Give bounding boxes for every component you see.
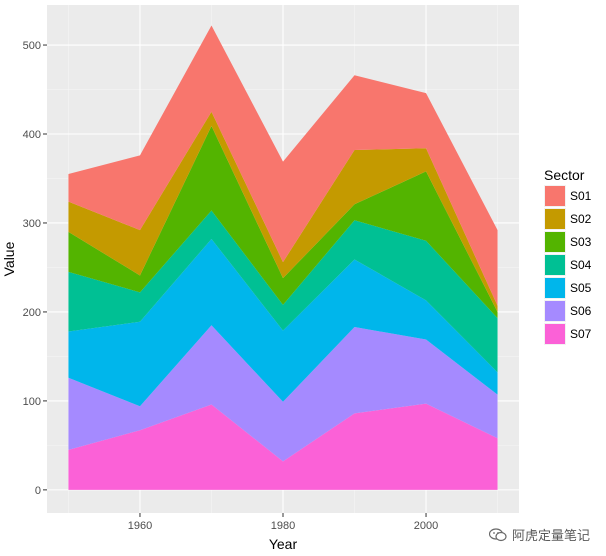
legend-label-s03: S03	[570, 235, 592, 249]
x-axis-ticks: 1960 1980 2000	[128, 513, 438, 532]
wechat-icon	[488, 527, 507, 541]
watermark: 阿虎定量笔记	[488, 525, 590, 544]
area-series-group	[68, 25, 498, 490]
area-series-s06	[68, 325, 498, 462]
legend-swatch-s05	[545, 278, 565, 298]
y-tick-label: 400	[23, 129, 41, 141]
legend-label-s02: S02	[570, 212, 592, 226]
legend-swatch-s06	[545, 301, 565, 321]
area-series-s02	[68, 111, 498, 312]
legend-label-s05: S05	[570, 281, 592, 295]
legend-swatch-s01	[545, 186, 565, 206]
legend-swatch-s04	[545, 255, 565, 275]
area-series-s04	[68, 210, 498, 373]
x-tick-label: 2000	[414, 520, 438, 532]
y-axis-title: Value	[1, 241, 17, 276]
x-axis-title: Year	[269, 536, 298, 552]
y-axis-ticks: 0 100 200 300 400 500	[23, 40, 47, 497]
y-tick-label: 100	[23, 396, 41, 408]
area-series-s01	[68, 25, 498, 306]
x-tick-label: 1960	[128, 520, 152, 532]
area-series-s05	[68, 238, 498, 407]
legend-label-s07: S07	[570, 327, 592, 341]
area-series-s07	[68, 403, 498, 490]
watermark-text: 阿虎定量笔记	[511, 529, 590, 544]
y-tick-label: 300	[23, 218, 41, 230]
area-series-s03	[68, 125, 498, 319]
y-tick-label: 200	[23, 307, 41, 319]
legend-label-s06: S06	[570, 304, 592, 318]
legend-swatch-s02	[545, 209, 565, 229]
legend-swatch-s03	[545, 232, 565, 252]
legend: Sector S01 S02 S03 S04 S05 S06 S07	[544, 167, 592, 345]
legend-label-s01: S01	[570, 189, 592, 203]
x-tick-label: 1980	[271, 520, 295, 532]
y-tick-label: 0	[35, 485, 41, 497]
legend-label-s04: S04	[570, 258, 592, 272]
legend-swatch-s07	[545, 324, 565, 344]
legend-title: Sector	[544, 167, 585, 183]
y-tick-label: 500	[23, 40, 41, 52]
